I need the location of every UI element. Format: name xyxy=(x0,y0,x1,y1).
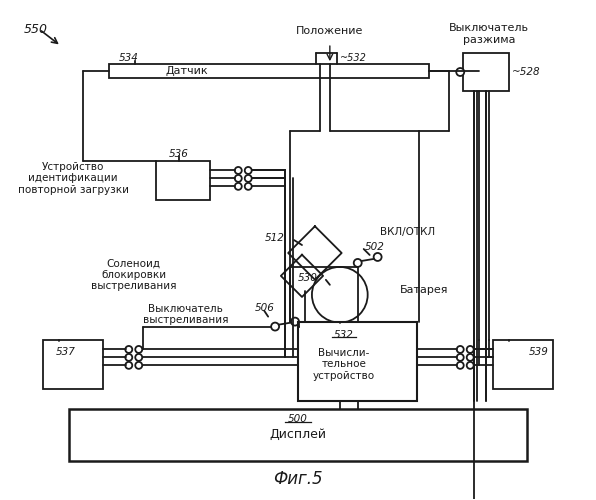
Bar xyxy=(109,64,429,78)
Circle shape xyxy=(235,183,242,190)
Text: 506: 506 xyxy=(255,302,275,312)
Text: 539: 539 xyxy=(529,348,549,358)
Text: Устройство
идентификации
повторной загрузки: Устройство идентификации повторной загру… xyxy=(17,162,129,195)
Text: ~528: ~528 xyxy=(512,67,541,77)
Bar xyxy=(493,340,553,389)
Bar xyxy=(463,53,509,91)
Bar xyxy=(43,340,103,389)
Text: 530: 530 xyxy=(298,273,318,283)
Circle shape xyxy=(135,362,142,369)
Text: 536: 536 xyxy=(169,148,188,158)
Text: Фиг.5: Фиг.5 xyxy=(273,470,323,488)
Text: 550: 550 xyxy=(23,24,47,36)
Text: Батарея: Батарея xyxy=(399,285,448,295)
Text: Положение: Положение xyxy=(296,26,364,36)
Circle shape xyxy=(245,167,252,174)
Circle shape xyxy=(245,183,252,190)
Circle shape xyxy=(374,253,381,261)
Circle shape xyxy=(312,267,368,322)
Circle shape xyxy=(271,322,279,330)
Circle shape xyxy=(457,346,464,353)
Circle shape xyxy=(125,362,132,369)
Text: 537: 537 xyxy=(56,348,76,358)
Circle shape xyxy=(467,354,474,361)
Circle shape xyxy=(291,318,299,326)
Circle shape xyxy=(125,354,132,361)
Text: ~532: ~532 xyxy=(340,53,367,63)
Text: Датчик: Датчик xyxy=(166,66,208,76)
Text: Соленоид
блокировки
выстреливания: Соленоид блокировки выстреливания xyxy=(91,258,176,292)
Circle shape xyxy=(135,346,142,353)
Circle shape xyxy=(467,346,474,353)
Text: Выключатель
выстреливания: Выключатель выстреливания xyxy=(143,304,228,326)
Circle shape xyxy=(245,175,252,182)
Circle shape xyxy=(235,175,242,182)
Circle shape xyxy=(457,68,464,76)
Circle shape xyxy=(467,362,474,369)
Text: 512: 512 xyxy=(265,233,285,243)
Text: 534: 534 xyxy=(119,53,139,63)
Circle shape xyxy=(354,259,362,267)
Text: 532: 532 xyxy=(334,330,353,340)
Bar xyxy=(298,322,417,401)
Text: ВКЛ/ОТКЛ: ВКЛ/ОТКЛ xyxy=(380,227,434,237)
Text: Выключатель
разжима: Выключатель разжима xyxy=(449,24,529,45)
Text: Вычисли-
тельное
устройство: Вычисли- тельное устройство xyxy=(313,348,375,381)
Circle shape xyxy=(235,167,242,174)
Circle shape xyxy=(457,362,464,369)
Bar xyxy=(156,160,210,200)
Circle shape xyxy=(135,354,142,361)
Text: Дисплей: Дисплей xyxy=(269,428,327,442)
Bar xyxy=(69,409,527,461)
Circle shape xyxy=(125,346,132,353)
Circle shape xyxy=(457,354,464,361)
Text: 502: 502 xyxy=(365,242,384,252)
Text: 500: 500 xyxy=(288,414,308,424)
